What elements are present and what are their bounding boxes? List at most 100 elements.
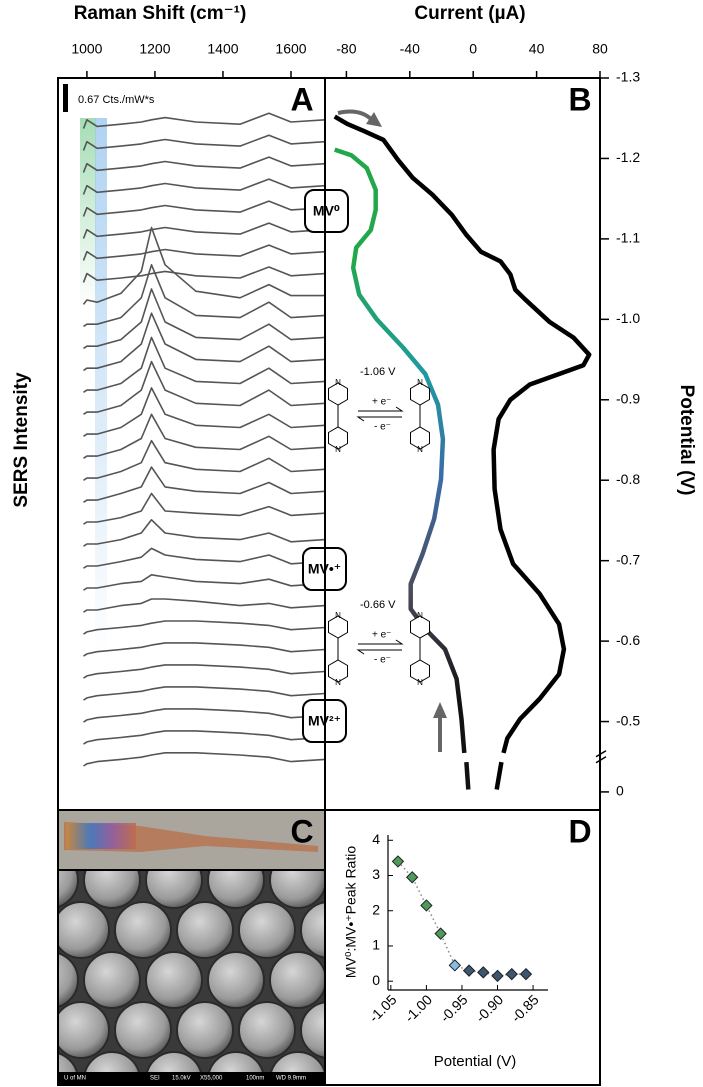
y-tick-label: 0 — [372, 972, 380, 988]
spectrum — [82, 156, 325, 173]
spectrum — [83, 387, 325, 437]
sem-sphere — [59, 871, 79, 908]
data-point — [477, 966, 490, 979]
x-tick-label: -0.90 — [472, 991, 506, 1025]
sem-sphere — [269, 871, 324, 909]
y-tick-label: -1.1 — [616, 230, 640, 246]
sem-sphere — [269, 951, 324, 1009]
data-point — [491, 969, 504, 983]
spectrum — [83, 312, 325, 372]
y-tick-label: -0.6 — [616, 632, 640, 648]
sem-info: WD 9.9mm — [276, 1076, 306, 1082]
spectrum — [82, 222, 325, 239]
spectrum — [83, 620, 325, 635]
sem-info-bar — [59, 1072, 324, 1084]
sem-info: X55,000 — [200, 1076, 223, 1082]
atom-label: N — [417, 678, 423, 687]
x-tick-label: 1000 — [71, 41, 102, 57]
y-tick-label: 0 — [616, 783, 624, 799]
sem-sphere — [83, 871, 141, 909]
trend-line — [397, 860, 526, 977]
spectrum — [82, 200, 325, 217]
sem-sphere — [59, 1001, 110, 1059]
y-tick-label: -0.9 — [616, 390, 640, 406]
atom-label: N — [335, 678, 341, 687]
molecule-ring — [410, 615, 430, 639]
sem-sphere — [145, 871, 203, 909]
y-tick-label: 2 — [372, 901, 380, 917]
molecule-ring — [328, 382, 348, 406]
spectrum — [83, 730, 325, 745]
scan-arrow-head — [433, 702, 447, 718]
sem-info: 100nm — [246, 1076, 264, 1082]
spectrum — [82, 178, 325, 195]
cv-curve — [333, 147, 471, 790]
sem-sphere — [114, 901, 172, 959]
y-tick-label: -1.2 — [616, 149, 640, 165]
atom-label: N — [335, 378, 341, 387]
molecule-ring — [410, 382, 430, 406]
data-point — [462, 964, 476, 977]
y-axis-title: MV⁰:MV•⁺Peak Ratio — [343, 846, 359, 978]
sem-sphere — [59, 952, 79, 1008]
spectrum — [83, 708, 325, 723]
electrode-film — [66, 823, 136, 849]
molecule-ring — [410, 426, 430, 450]
atom-label: N — [417, 378, 423, 387]
reaction-forward: + e⁻ — [372, 630, 391, 641]
spectrum — [83, 664, 325, 679]
reaction-forward: + e⁻ — [372, 397, 391, 408]
scale-bar — [63, 84, 68, 112]
panel-label: C — [290, 813, 313, 849]
spectrum — [83, 288, 325, 350]
x-axis-title: Current (µA) — [414, 3, 525, 24]
x-axis-title: Potential (V) — [434, 1053, 517, 1070]
scan-arrow — [337, 109, 374, 122]
sem-sphere — [238, 901, 296, 959]
spectrum — [82, 266, 325, 283]
y-tick-label: -0.7 — [616, 551, 640, 567]
x-tick-label: 1600 — [275, 41, 306, 57]
y-tick-label: -0.8 — [616, 471, 640, 487]
reaction-potential: -0.66 V — [360, 599, 396, 611]
y-tick-label: -1.3 — [616, 69, 640, 85]
molecule-ring — [410, 659, 430, 683]
x-tick-label: 1400 — [207, 41, 238, 57]
spectrum — [82, 226, 325, 305]
x-tick-label: -0.85 — [508, 991, 542, 1025]
sem-info: U of MN — [64, 1076, 86, 1082]
y-tick-label: 4 — [372, 831, 380, 847]
spectrum — [82, 112, 325, 129]
x-tick-label: -0.95 — [437, 991, 471, 1025]
x-tick-label: -1.00 — [401, 991, 435, 1025]
scale-bar-label: 0.67 Cts./mW*s — [78, 94, 155, 106]
spectrum — [83, 686, 325, 701]
y-tick-label: -1.0 — [616, 310, 640, 326]
atom-label: N — [335, 445, 341, 454]
spectrum — [83, 752, 325, 767]
spectrum — [83, 642, 325, 657]
sem-spheres — [59, 871, 324, 1084]
molecule-ring — [328, 426, 348, 450]
data-point — [434, 927, 447, 940]
panel-label: B — [568, 81, 591, 117]
atom-label: N — [335, 611, 341, 620]
data-point — [519, 967, 533, 981]
x-tick-label: 40 — [529, 41, 545, 57]
spectrum — [83, 264, 325, 328]
sem-sphere — [114, 1001, 172, 1059]
equilibrium-arrow — [356, 416, 402, 422]
sem-sphere — [300, 901, 324, 959]
spectrum — [82, 244, 325, 261]
sem-sphere — [176, 1001, 234, 1059]
x-tick-label: 80 — [592, 41, 608, 57]
x-tick-label: -80 — [336, 41, 356, 57]
spectrum — [83, 574, 325, 591]
spectrum — [83, 466, 325, 503]
y-tick-label: 3 — [372, 866, 380, 882]
spectrum — [83, 492, 325, 525]
scan-arrow-head — [366, 112, 382, 127]
sem-sphere — [238, 1001, 296, 1059]
cv-curve — [333, 114, 592, 790]
